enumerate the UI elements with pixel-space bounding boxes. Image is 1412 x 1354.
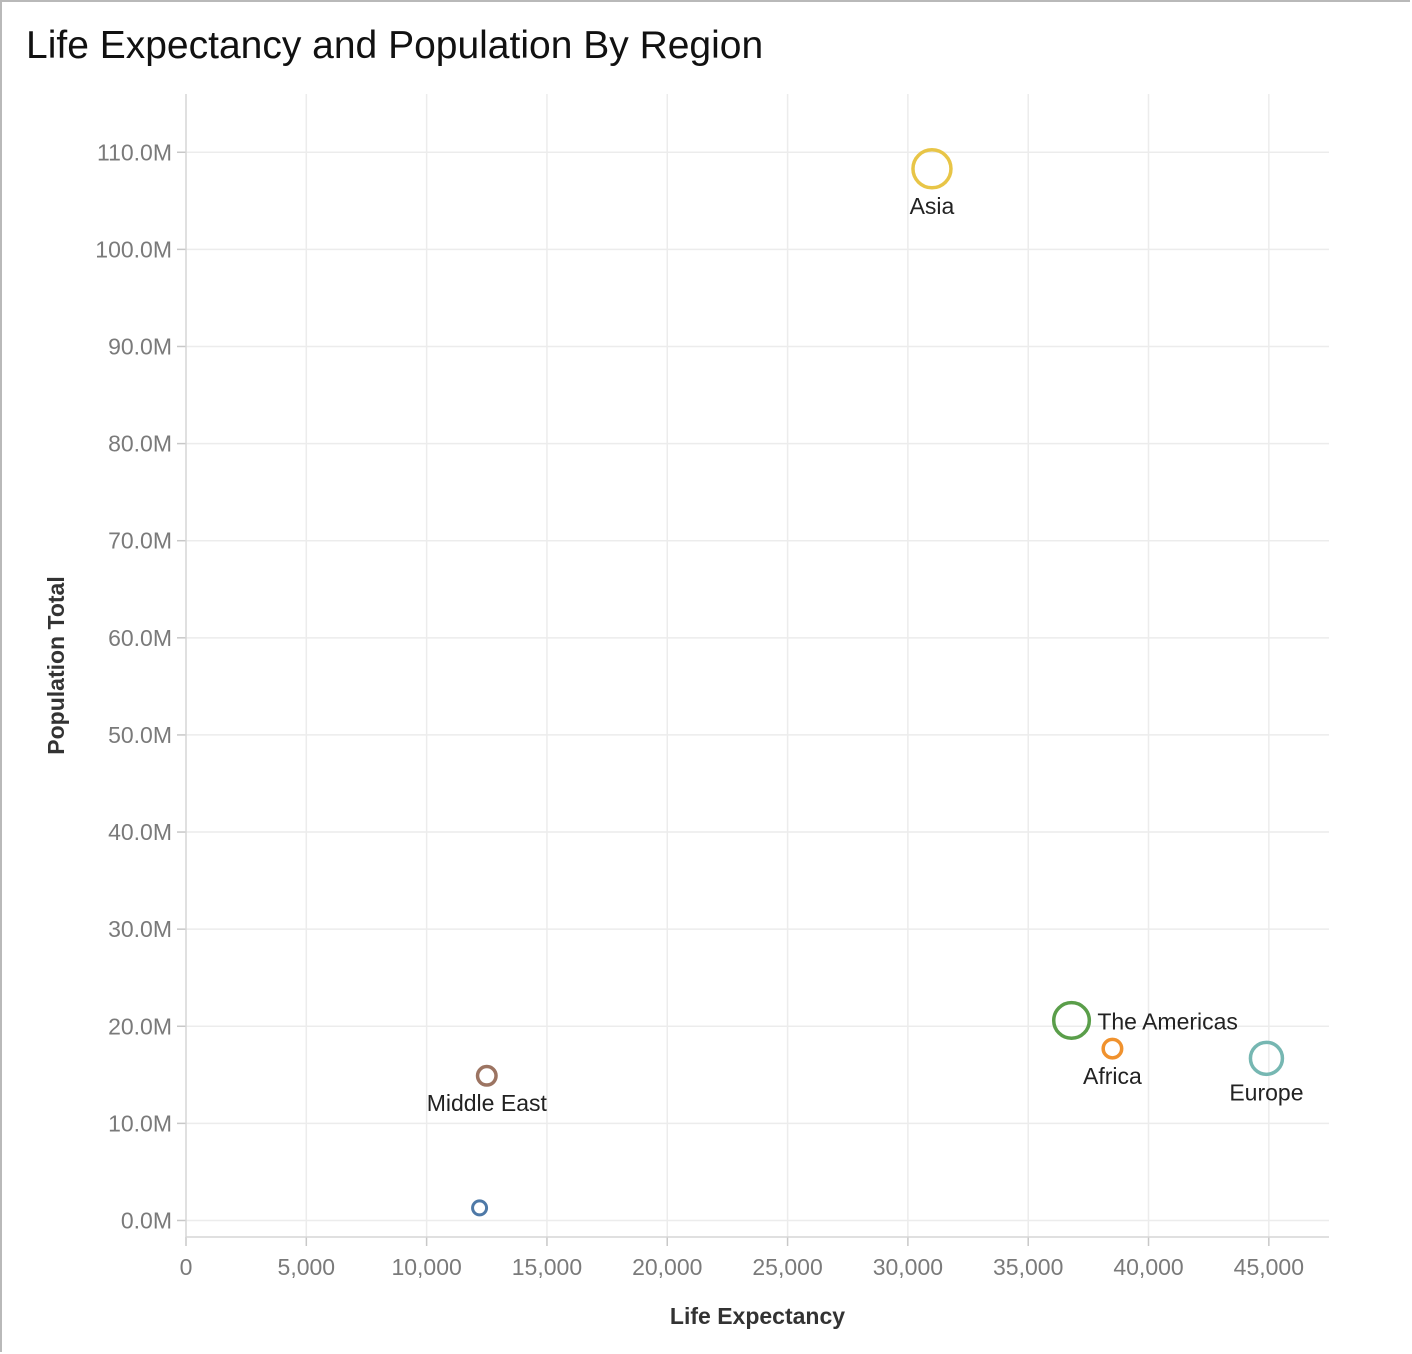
data-label: Africa <box>1083 1063 1142 1089</box>
y-tick-label: 70.0M <box>108 528 172 554</box>
y-tick-label: 110.0M <box>97 139 172 165</box>
data-point-middle-east <box>475 1064 498 1087</box>
y-tick-label: 10.0M <box>108 1110 172 1136</box>
x-tick-label: 15,000 <box>512 1254 582 1280</box>
y-tick-label: 60.0M <box>108 625 172 651</box>
x-tick-label: 35,000 <box>993 1254 1063 1280</box>
x-tick-label: 40,000 <box>1113 1254 1183 1280</box>
y-axis-title: Population Total <box>43 576 69 754</box>
data-label: The Americas <box>1097 1008 1238 1034</box>
x-tick-label: 0 <box>180 1254 193 1280</box>
y-tick-label: 0.0M <box>121 1207 172 1233</box>
data-point-the-americas <box>1051 1000 1092 1040</box>
data-point-africa <box>1101 1037 1124 1060</box>
data-point-asia <box>911 148 953 190</box>
x-tick-label: 5,000 <box>278 1254 336 1280</box>
y-tick-label: 30.0M <box>108 916 172 942</box>
y-tick-label: 40.0M <box>108 819 172 845</box>
y-tick-label: 50.0M <box>108 722 172 748</box>
data-label: Middle East <box>427 1090 548 1116</box>
x-tick-label: 45,000 <box>1234 1254 1304 1280</box>
y-tick-label: 100.0M <box>95 236 172 262</box>
y-tick-label: 20.0M <box>108 1013 172 1039</box>
x-tick-label: 10,000 <box>391 1254 461 1280</box>
y-tick-label: 80.0M <box>108 431 172 457</box>
x-axis-title: Life Expectancy <box>670 1303 845 1329</box>
x-tick-label: 30,000 <box>873 1254 943 1280</box>
chart-title: Life Expectancy and Population By Region <box>26 24 764 67</box>
data-label: Asia <box>910 193 955 219</box>
x-tick-label: 20,000 <box>632 1254 702 1280</box>
data-point-europe <box>1248 1040 1285 1077</box>
data-label: Europe <box>1229 1079 1303 1105</box>
x-tick-label: 25,000 <box>752 1254 822 1280</box>
data-point-unlabeled <box>471 1199 489 1217</box>
y-tick-label: 90.0M <box>108 333 172 359</box>
